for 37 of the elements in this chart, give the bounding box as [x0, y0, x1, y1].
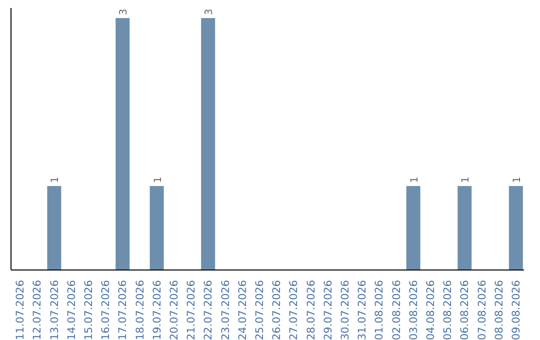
x-tick-label: 03.08.2026	[408, 280, 420, 340]
x-tick-label: 24.07.2026	[236, 280, 249, 340]
x-tick-label: 12.07.2026	[32, 280, 44, 340]
x-tick-label: 22.07.2026	[202, 280, 215, 340]
x-tick-label: 17.07.2026	[117, 280, 130, 340]
x-tick-label: 28.07.2026	[305, 280, 318, 340]
data-label: 1	[409, 176, 420, 184]
x-tick-label: 29.07.2026	[322, 280, 334, 340]
x-tick-label: 14.07.2026	[66, 280, 78, 340]
x-tick-label: 19.07.2026	[151, 280, 164, 340]
data-label: 1	[50, 176, 62, 184]
x-tick-label: 13.07.2026	[48, 280, 61, 340]
x-tick-label: 30.07.2026	[339, 280, 352, 340]
data-label: 1	[512, 176, 523, 184]
x-tick-label: 15.07.2026	[82, 280, 95, 340]
x-tick-label: 11.07.2026	[14, 280, 27, 340]
x-tick-label: 07.08.2026	[476, 280, 488, 340]
x-tick-label: 01.08.2026	[374, 280, 386, 340]
x-tick-label: 06.08.2026	[459, 280, 472, 340]
data-label: 3	[118, 8, 130, 16]
x-tick-label: 25.07.2026	[254, 280, 266, 340]
x-tick-label: 26.07.2026	[271, 280, 284, 340]
x-tick-label: 31.07.2026	[356, 280, 369, 340]
x-tick-label: 21.07.2026	[186, 280, 198, 340]
x-tick-label: 09.08.2026	[510, 280, 522, 340]
x-tick-label: 20.07.2026	[168, 280, 180, 340]
data-label: 1	[460, 176, 472, 184]
x-tick-label: 16.07.2026	[100, 280, 112, 340]
x-tick-label: 04.08.2026	[424, 280, 437, 340]
x-tick-label: 05.08.2026	[442, 280, 454, 340]
data-label: 1	[152, 176, 164, 184]
x-tick-label: 18.07.2026	[134, 280, 146, 340]
data-label: 3	[204, 8, 216, 16]
x-tick-label: 08.08.2026	[493, 280, 506, 340]
x-tick-label: 02.08.2026	[390, 280, 403, 340]
x-tick-label: 27.07.2026	[288, 280, 300, 340]
x-tick-label: 23.07.2026	[220, 280, 232, 340]
